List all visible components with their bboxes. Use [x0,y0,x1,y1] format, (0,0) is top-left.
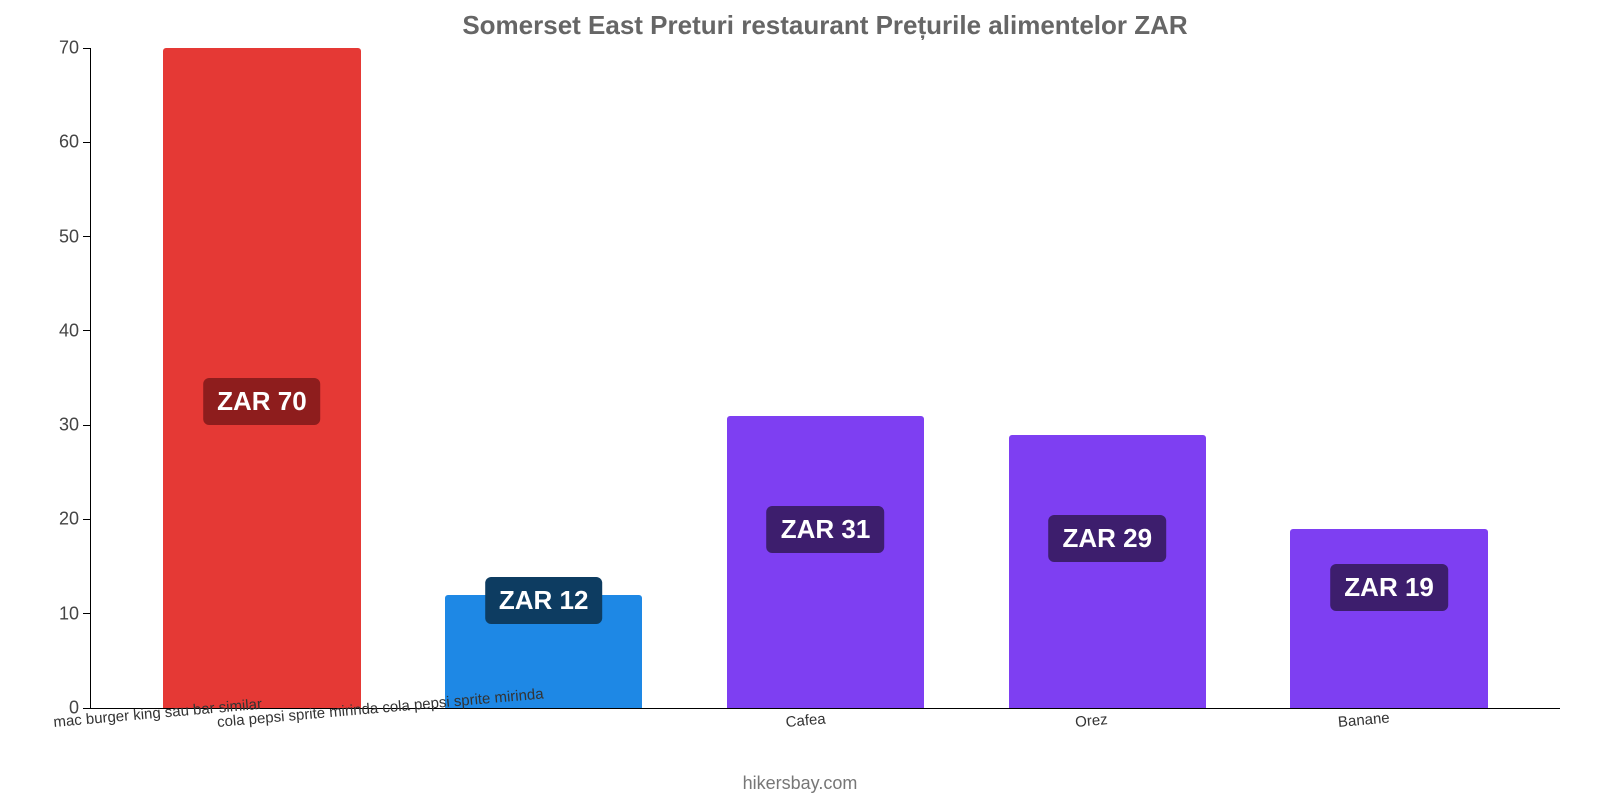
value-badge: ZAR 29 [1048,515,1166,562]
bar: ZAR 19 [1290,529,1487,708]
bar-group: ZAR 19 [1248,49,1530,708]
bars-container: ZAR 70 ZAR 12 ZAR 31 ZAR 29 ZAR 19 [91,49,1560,708]
y-tick-label: 40 [59,320,91,341]
chart-title: Somerset East Preturi restaurant Prețuri… [90,10,1560,41]
y-tick-label: 10 [59,603,91,624]
y-tick-label: 70 [59,38,91,59]
price-chart: Somerset East Preturi restaurant Prețuri… [0,0,1600,800]
x-label: Orez [966,708,1248,748]
x-labels: mac burger king sau bar similarcola peps… [91,708,1560,748]
plot-area: ZAR 70ZAR 12ZAR 31ZAR 29ZAR 19 mac burge… [90,49,1560,709]
bar-group: ZAR 70 [121,49,403,708]
y-tick-label: 20 [59,509,91,530]
y-tick-label: 0 [69,698,91,719]
y-tick-label: 60 [59,132,91,153]
y-tick-label: 30 [59,415,91,436]
bar-group: ZAR 31 [685,49,967,708]
value-badge: ZAR 12 [485,577,603,624]
attribution-text: hikersbay.com [743,773,858,794]
x-label: Cafea [685,708,967,748]
x-label: Banane [1248,708,1530,748]
x-label: cola pepsi sprite mirinda cola pepsi spr… [403,708,685,748]
bar: ZAR 31 [727,416,924,708]
value-badge: ZAR 19 [1330,564,1448,611]
y-tick-label: 50 [59,226,91,247]
bar: ZAR 29 [1009,435,1206,708]
bar: ZAR 70 [163,48,360,708]
bar-group: ZAR 29 [966,49,1248,708]
value-badge: ZAR 70 [203,378,321,425]
value-badge: ZAR 31 [767,506,885,553]
bar-group: ZAR 12 [403,49,685,708]
